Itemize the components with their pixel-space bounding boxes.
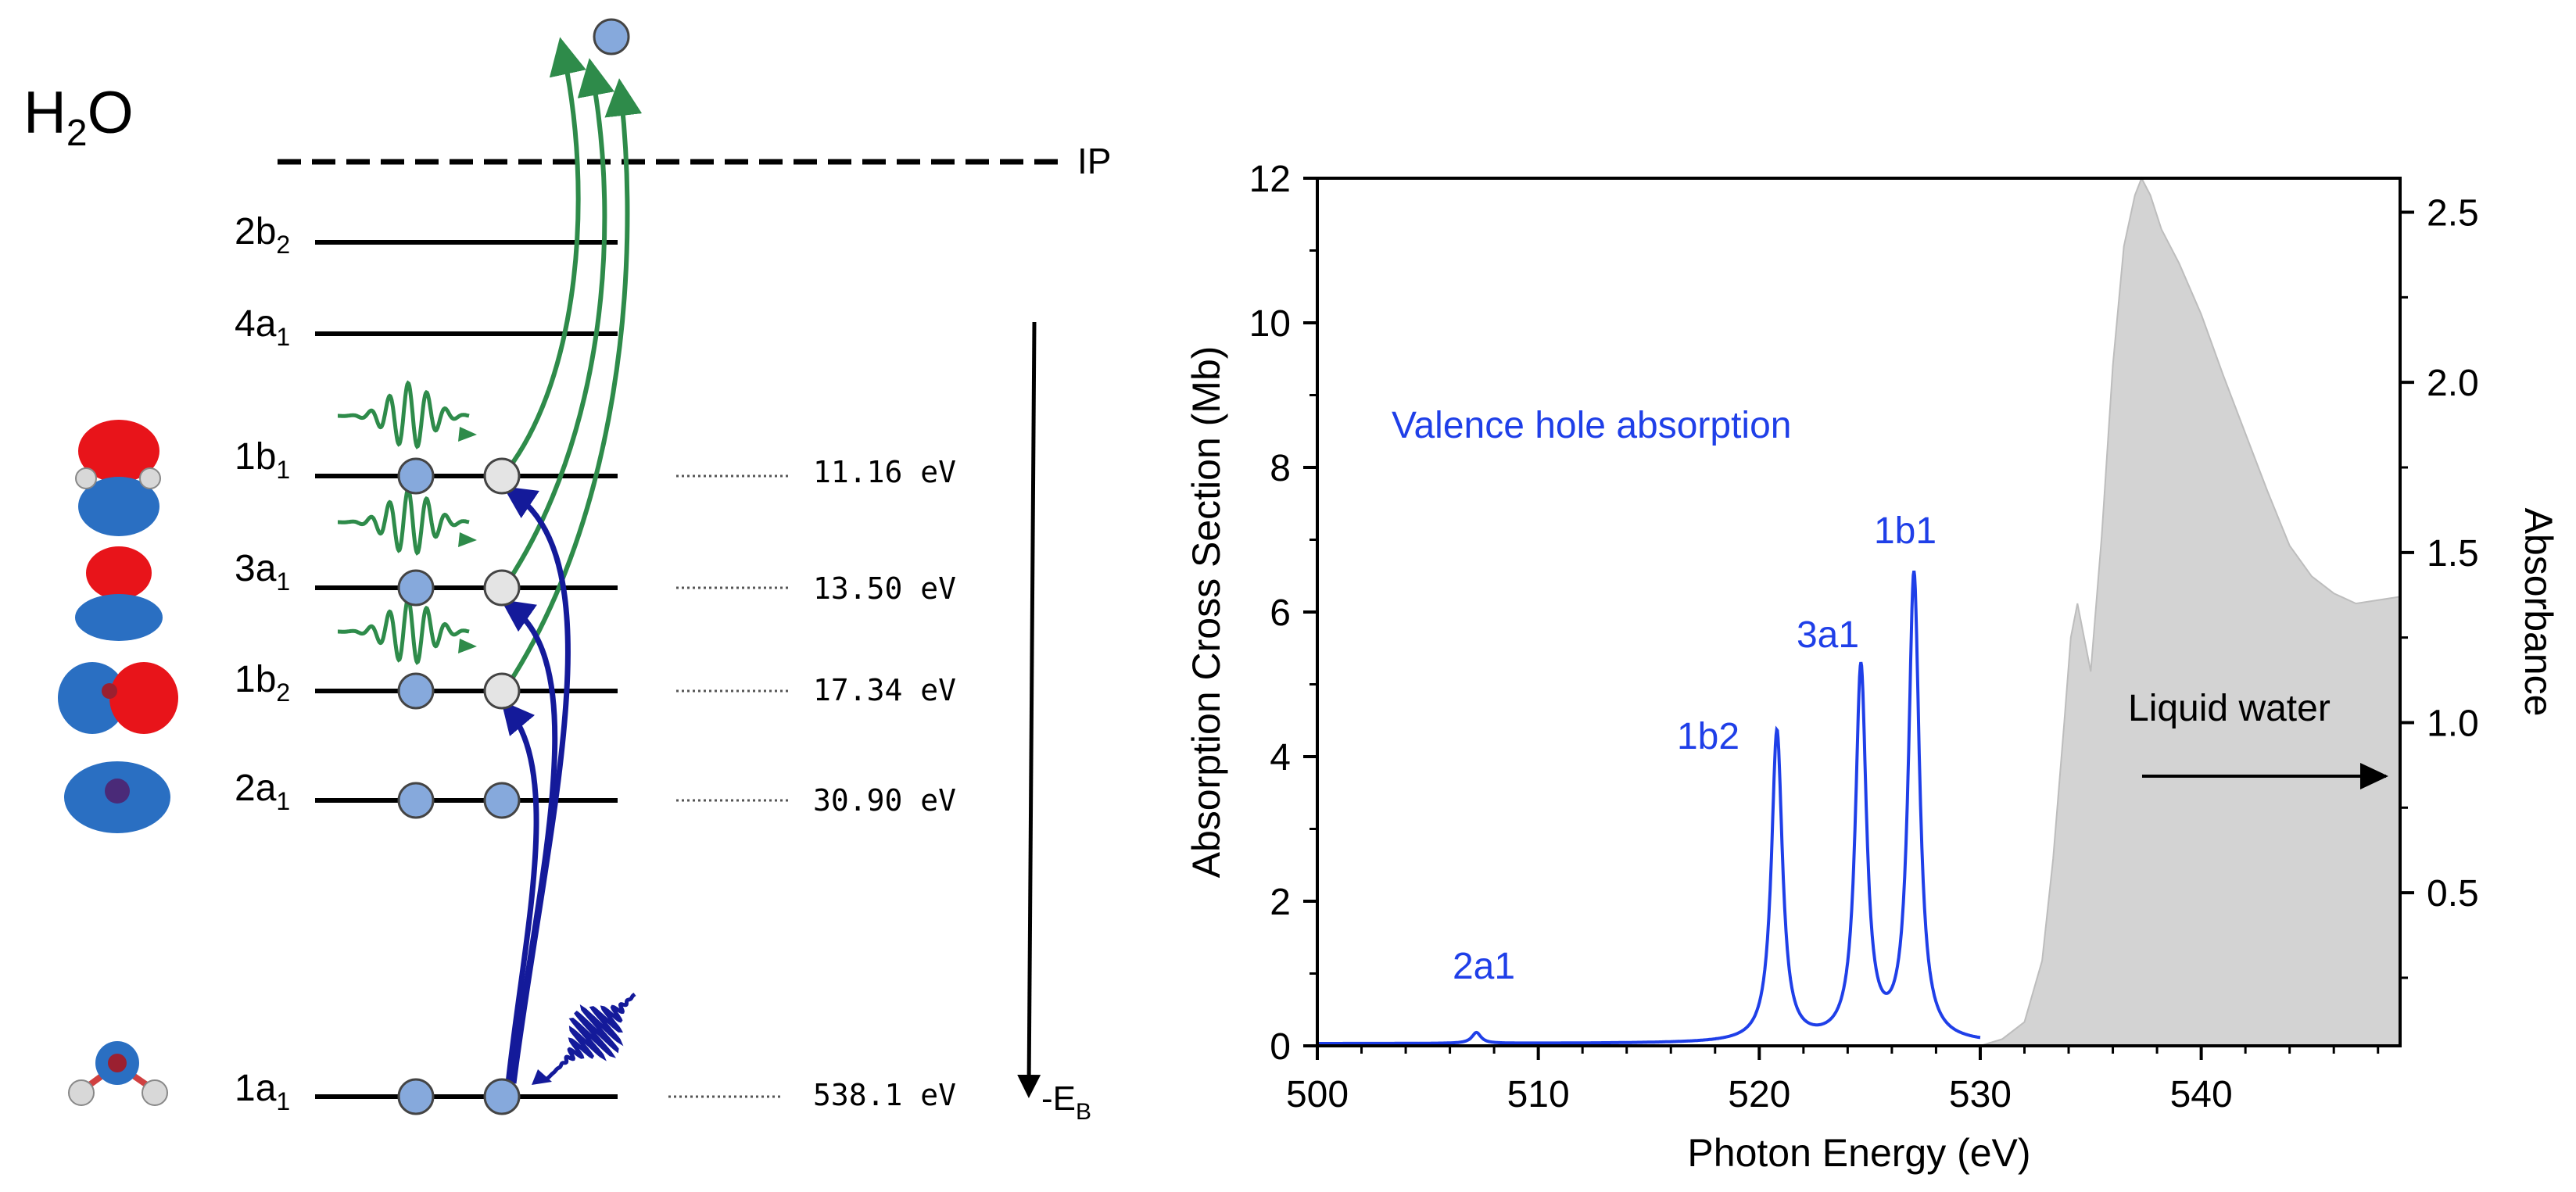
hole-1b2 bbox=[483, 672, 521, 710]
y-tick-label: 12 bbox=[1249, 159, 1291, 200]
level-label-3a1: 3a1 bbox=[235, 548, 290, 596]
photon-wave-icon-2 bbox=[338, 486, 477, 556]
y-tick-label: 10 bbox=[1249, 303, 1291, 345]
orbital-1b1-icon bbox=[75, 420, 161, 536]
energy-label-1b2: 17.34 eV bbox=[813, 673, 956, 707]
peak-label-2a1: 2a1 bbox=[1453, 946, 1515, 987]
binding-energy-label: -EB bbox=[1041, 1079, 1091, 1125]
orbital-1a1-icon bbox=[68, 1041, 168, 1106]
electron-1a1-a bbox=[397, 1078, 435, 1115]
electron-3a1-a bbox=[397, 569, 435, 607]
y-axis-label: Absorption Cross Section (Mb) bbox=[1184, 346, 1228, 879]
orbital-2a1-icon bbox=[64, 761, 170, 833]
valence-hole-line bbox=[1317, 570, 1981, 1045]
excitation-arrows bbox=[500, 486, 571, 1084]
photon-wave-icon-1 bbox=[338, 380, 477, 449]
electrons bbox=[397, 18, 630, 1115]
electron-2a1-b bbox=[483, 782, 521, 819]
y2-tick-label: 2.5 bbox=[2427, 193, 2479, 234]
y-tick-label: 0 bbox=[1270, 1026, 1291, 1068]
level-label-1b1: 1b1 bbox=[235, 436, 290, 484]
x-axis-ticks: 500 510 520 530 540 bbox=[1286, 1046, 2380, 1115]
liquid-water-annotation: Liquid water bbox=[2128, 688, 2331, 729]
liquid-water-arrow-head bbox=[2360, 763, 2388, 789]
ip-label: IP bbox=[1077, 141, 1111, 181]
electron-1b2-a bbox=[397, 672, 435, 710]
energy-label-1b1: 11.16 eV bbox=[813, 455, 956, 489]
level-lines bbox=[315, 240, 618, 1099]
level-label-2b2: 2b2 bbox=[235, 211, 290, 259]
x-tick-label: 500 bbox=[1286, 1074, 1349, 1115]
peak-label-1b2: 1b2 bbox=[1677, 716, 1739, 757]
energy-level-diagram: H2O IP 2b2 4a1 1b1 3a1 1b2 2a1 1a1 1 bbox=[23, 18, 1111, 1125]
y-tick-label: 6 bbox=[1270, 592, 1291, 634]
photon-wave-icon-3 bbox=[338, 596, 477, 665]
electron-1b1-a bbox=[397, 457, 435, 495]
peak-label-3a1: 3a1 bbox=[1797, 614, 1859, 656]
y2-axis-label: Absorbance bbox=[2517, 508, 2560, 717]
energy-label-1a1: 538.1 eV bbox=[813, 1078, 956, 1112]
y-tick-label: 8 bbox=[1270, 448, 1291, 489]
electron-1a1-b bbox=[483, 1078, 521, 1115]
y2-tick-label: 1.5 bbox=[2427, 533, 2479, 575]
x-tick-label: 530 bbox=[1949, 1074, 2012, 1115]
y2-tick-label: 2.0 bbox=[2427, 363, 2479, 404]
electron-2a1-a bbox=[397, 782, 435, 819]
level-label-1b2: 1b2 bbox=[235, 659, 290, 707]
ionization-arrows bbox=[506, 37, 643, 686]
hole-3a1 bbox=[483, 569, 521, 607]
x-tick-label: 540 bbox=[2170, 1074, 2233, 1115]
energy-leaders bbox=[668, 474, 791, 1098]
level-label-2a1: 2a1 bbox=[235, 768, 290, 815]
xray-photon-icon bbox=[532, 993, 636, 1085]
y2-tick-label: 0.5 bbox=[2427, 873, 2479, 915]
x-tick-label: 520 bbox=[1728, 1074, 1790, 1115]
hole-1b1 bbox=[483, 457, 521, 495]
y-axis-ticks: 0 2 4 6 8 10 12 bbox=[1249, 159, 1317, 1068]
energy-label-2a1: 30.90 eV bbox=[813, 783, 956, 818]
x-tick-label: 510 bbox=[1507, 1074, 1570, 1115]
level-label-4a1: 4a1 bbox=[235, 303, 290, 351]
valence-annotation: Valence hole absorption bbox=[1392, 405, 1791, 446]
peak-label-1b1: 1b1 bbox=[1874, 510, 1936, 552]
y2-axis-ticks: 0.5 1.0 1.5 2.0 2.5 bbox=[2400, 193, 2479, 979]
y-tick-label: 4 bbox=[1270, 737, 1291, 779]
binding-energy-arrow bbox=[1017, 321, 1041, 1098]
liquid-water-area bbox=[1979, 176, 2401, 1047]
y2-tick-label: 1.0 bbox=[2427, 703, 2479, 744]
x-axis-label: Photon Energy (eV) bbox=[1687, 1131, 2030, 1175]
orbital-3a1-icon bbox=[75, 546, 163, 641]
energy-label-3a1: 13.50 eV bbox=[813, 571, 956, 606]
level-label-1a1: 1a1 bbox=[235, 1068, 290, 1115]
ejected-electron bbox=[593, 18, 630, 55]
molecule-title: H2O bbox=[23, 80, 134, 154]
y-tick-label: 2 bbox=[1270, 882, 1291, 923]
orbital-1b2-icon bbox=[58, 662, 178, 734]
spectrum-chart: 500 510 520 530 540 0 2 4 6 8 10 12 0.5 1.0 1.5 2.0 2.… bbox=[1184, 159, 2560, 1175]
